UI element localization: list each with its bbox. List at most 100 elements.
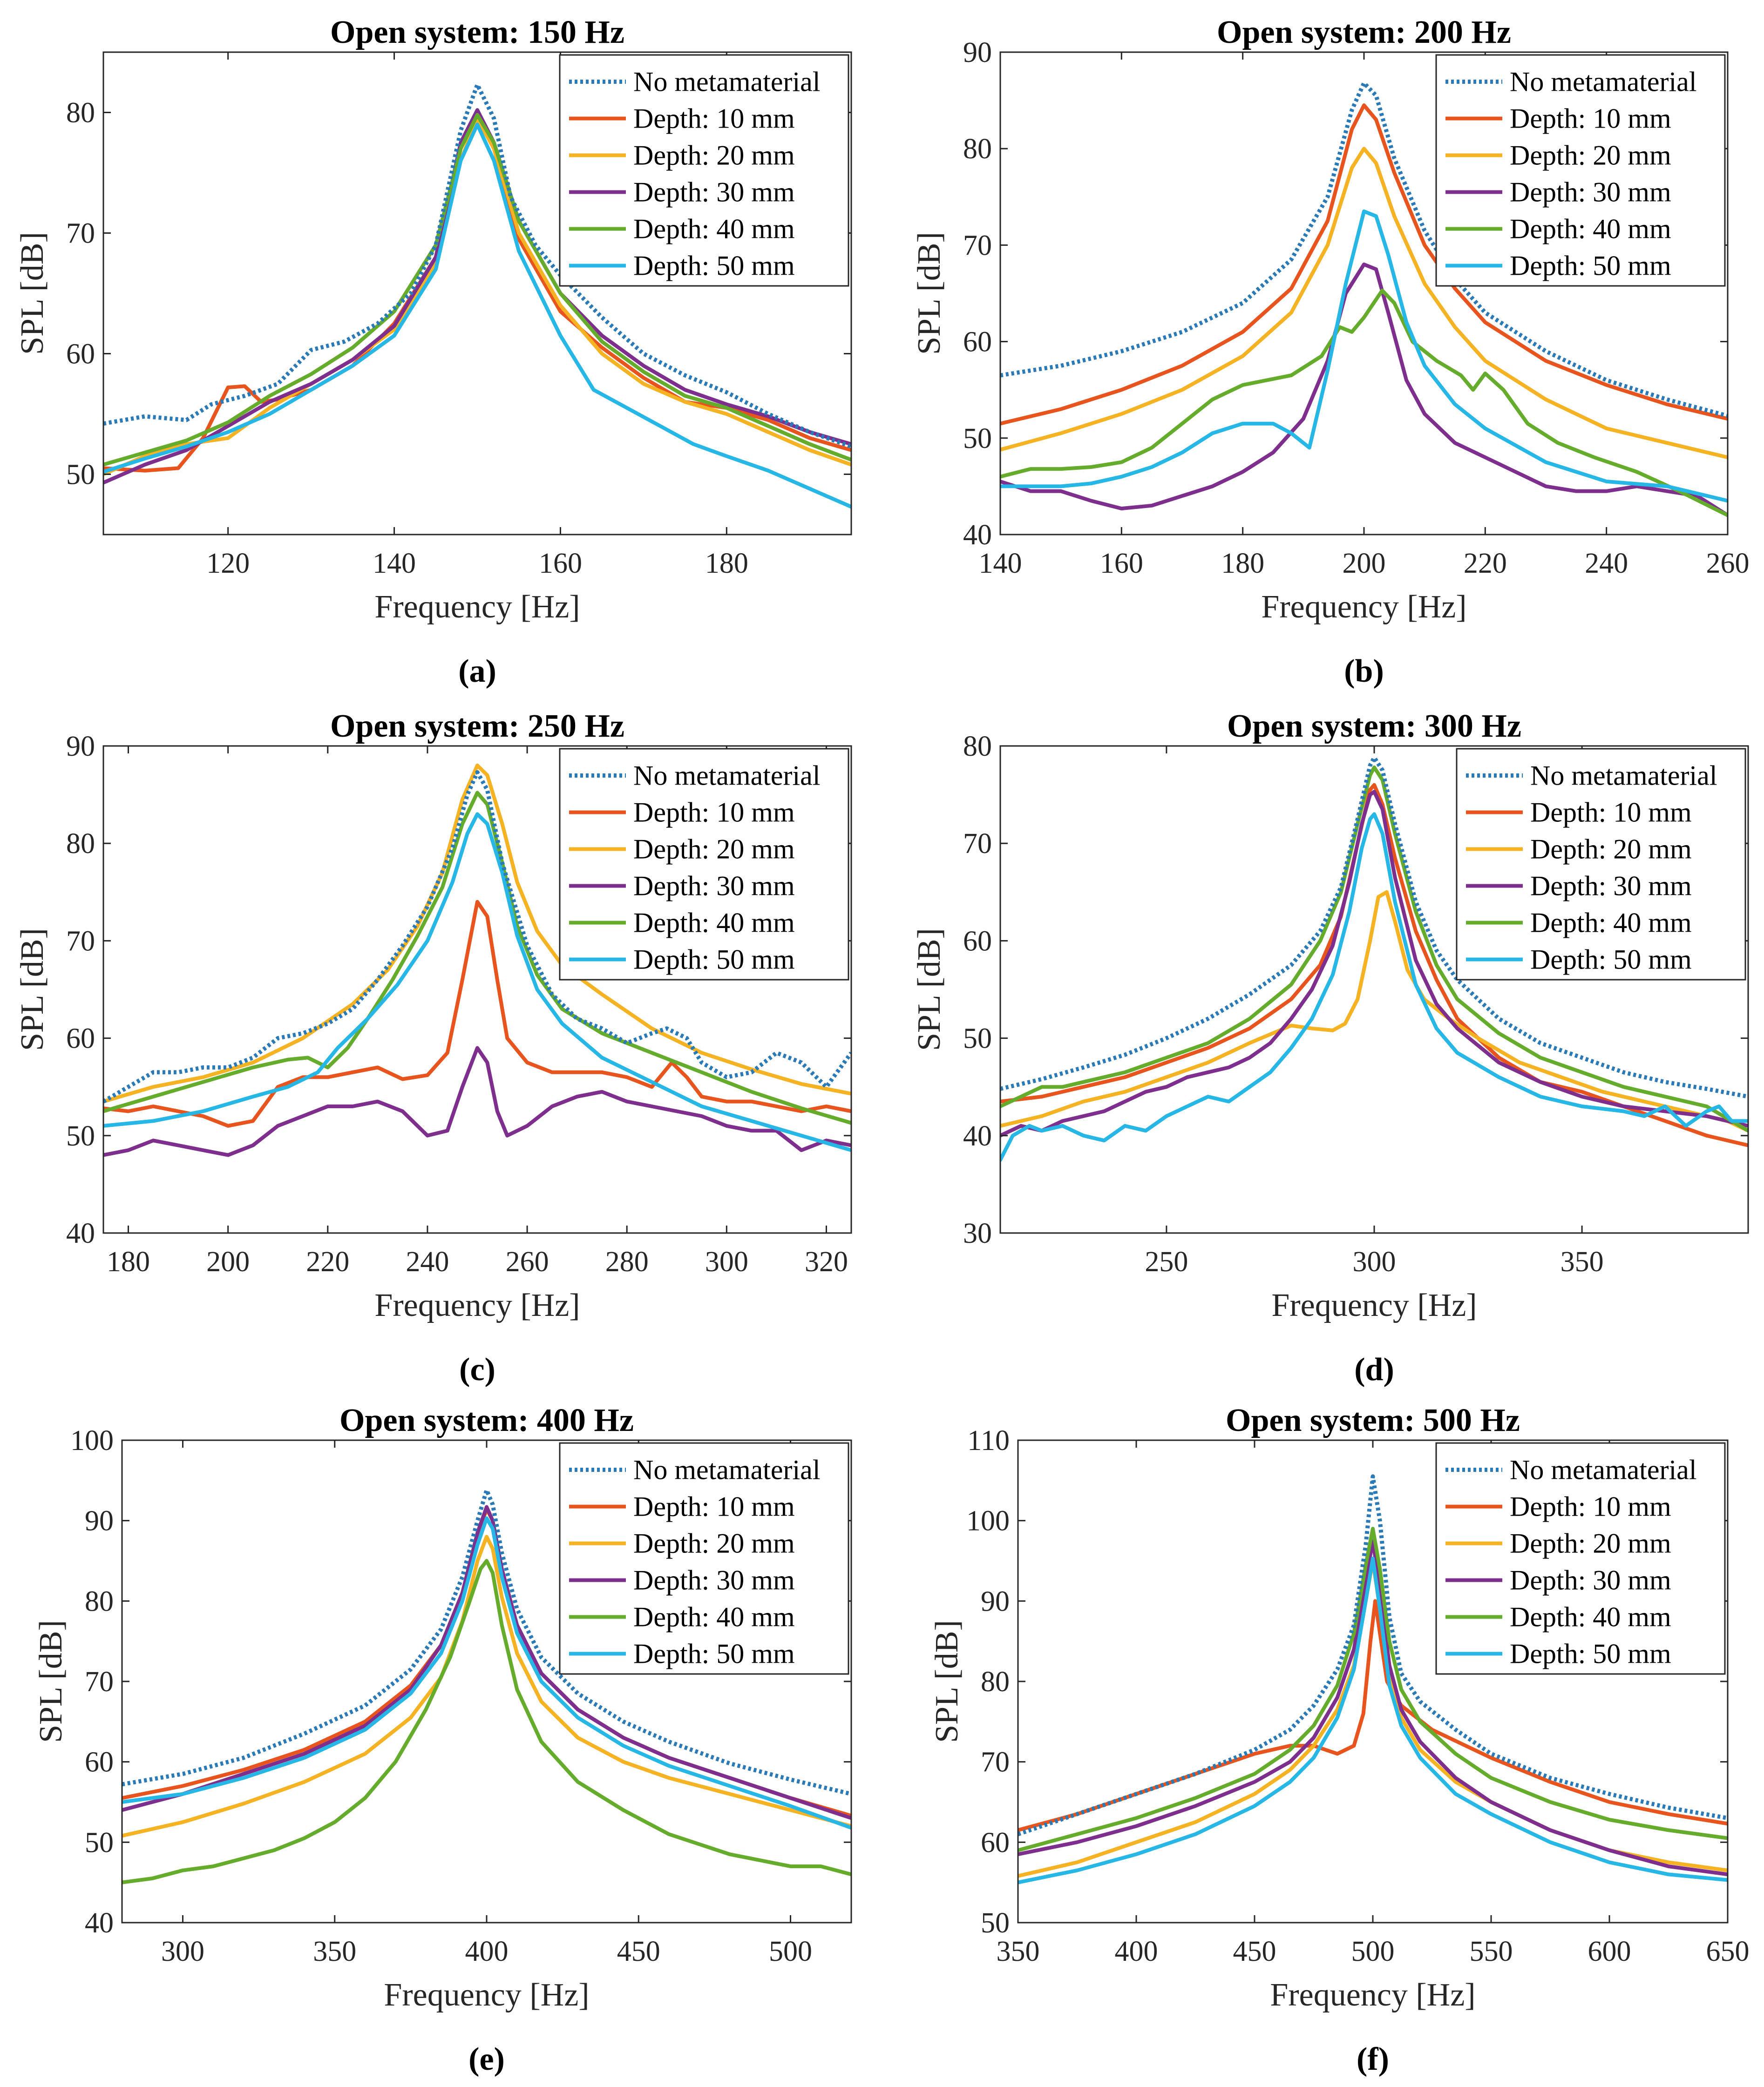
series-group bbox=[1018, 1474, 1728, 1884]
y-tick-label: 60 bbox=[66, 1023, 95, 1055]
y-tick-label: 40 bbox=[66, 1218, 95, 1249]
series-line-no-metamaterial bbox=[1000, 81, 1728, 418]
x-tick-label: 260 bbox=[506, 1246, 549, 1278]
y-tick-label: 80 bbox=[66, 97, 95, 129]
x-tick-label: 280 bbox=[605, 1246, 649, 1278]
x-tick-label: 320 bbox=[805, 1246, 848, 1278]
y-tick-label: 80 bbox=[85, 1586, 114, 1617]
y-tick-label: 90 bbox=[66, 731, 95, 762]
x-axis-label: Frequency [Hz] bbox=[374, 1287, 580, 1323]
series-line-no-metamaterial bbox=[103, 770, 851, 1104]
x-tick-label: 450 bbox=[617, 1936, 660, 1967]
y-tick-label: 90 bbox=[85, 1505, 114, 1537]
legend-entry: No metamaterial bbox=[633, 760, 820, 791]
panel-caption: (b) bbox=[1344, 653, 1384, 689]
x-tick-label: 350 bbox=[1560, 1246, 1604, 1278]
y-tick-label: 50 bbox=[981, 1907, 1010, 1939]
series-group bbox=[122, 1488, 851, 1884]
legend-entry: Depth: 30 mm bbox=[633, 1565, 795, 1596]
legend-entry: Depth: 30 mm bbox=[1530, 871, 1692, 901]
legend: No metamaterial Depth: 10 mm Depth: 20 mm D… bbox=[1435, 1442, 1726, 1675]
series-line-no-metamaterial bbox=[1018, 1474, 1728, 1836]
y-tick-label: 100 bbox=[966, 1505, 1010, 1537]
legend: No metamaterial Depth: 10 mm Depth: 20 mm D… bbox=[559, 1442, 849, 1675]
series-line-depth-30-mm bbox=[1000, 262, 1728, 517]
y-axis-label: SPL [dB] bbox=[911, 928, 947, 1051]
panel-caption: (c) bbox=[459, 1352, 495, 1388]
x-tick-label: 500 bbox=[1351, 1936, 1395, 1967]
legend-box bbox=[559, 1442, 849, 1675]
y-tick-label: 40 bbox=[85, 1907, 114, 1939]
legend-entry: Depth: 20 mm bbox=[633, 1528, 795, 1559]
legend-entry: Depth: 30 mm bbox=[1510, 177, 1671, 208]
series-line-depth-30-mm bbox=[1018, 1538, 1728, 1877]
chart-title: Open system: 500 Hz bbox=[1226, 1403, 1520, 1438]
panel-caption: (e) bbox=[468, 2041, 505, 2077]
series-line-depth-40-mm bbox=[1018, 1526, 1728, 1852]
y-tick-label: 70 bbox=[981, 1747, 1010, 1778]
legend-entry: Depth: 30 mm bbox=[1510, 1565, 1671, 1596]
x-tick-label: 500 bbox=[769, 1936, 812, 1967]
series-line-depth-30-mm bbox=[122, 1505, 851, 1820]
y-tick-label: 80 bbox=[963, 731, 992, 762]
panel-d: 250 300 350 30 40 50 60 70 80 Open system: 300 Hz… bbox=[911, 708, 1749, 1388]
panel-a: 120 140 160 180 50 60 70 80 Open system: 150 Hz F… bbox=[14, 14, 852, 689]
legend-entry: Depth: 50 mm bbox=[633, 1639, 795, 1669]
legend: No metamaterial Depth: 10 mm Depth: 20 mm D… bbox=[559, 748, 849, 981]
x-tick-label: 160 bbox=[539, 548, 582, 579]
series-group bbox=[103, 763, 851, 1157]
series-line-depth-30-mm bbox=[1000, 790, 1748, 1138]
legend-entry: Depth: 50 mm bbox=[633, 944, 795, 975]
panel-f: 350 400 450 500 550 600 650 50 60 70 80 90 100 110 Ope… bbox=[929, 1403, 1750, 2077]
y-tick-label: 40 bbox=[963, 519, 992, 551]
legend-entry: Depth: 20 mm bbox=[633, 834, 795, 865]
legend-box bbox=[1435, 1442, 1726, 1675]
series-line-depth-40-mm bbox=[122, 1559, 851, 1884]
legend-entry: Depth: 40 mm bbox=[633, 908, 795, 938]
legend: No metamaterial Depth: 10 mm Depth: 20 mm D… bbox=[1435, 54, 1726, 287]
axes-box bbox=[102, 51, 852, 535]
x-tick-label: 450 bbox=[1233, 1936, 1276, 1967]
legend-entry: Depth: 20 mm bbox=[1510, 1528, 1671, 1559]
series-line-depth-50-mm bbox=[1000, 812, 1748, 1162]
x-tick-label: 400 bbox=[1115, 1936, 1158, 1967]
legend-box bbox=[559, 748, 849, 981]
x-axis-label: Frequency [Hz] bbox=[1271, 1287, 1477, 1323]
x-tick-label: 180 bbox=[705, 548, 748, 579]
x-axis-label: Frequency [Hz] bbox=[1270, 1977, 1475, 2013]
x-tick-label: 350 bbox=[997, 1936, 1040, 1967]
series-group bbox=[103, 82, 851, 509]
x-tick-label: 240 bbox=[1585, 548, 1628, 579]
y-axis-label: SPL [dB] bbox=[929, 1620, 965, 1743]
legend-entry: Depth: 50 mm bbox=[1510, 1639, 1671, 1669]
series-line-depth-50-mm bbox=[1000, 209, 1728, 503]
series-line-no-metamaterial bbox=[122, 1488, 851, 1796]
series-line-depth-40-mm bbox=[1000, 288, 1728, 517]
legend-entry: Depth: 20 mm bbox=[1530, 834, 1692, 865]
y-tick-label: 110 bbox=[967, 1425, 1010, 1457]
x-tick-label: 400 bbox=[465, 1936, 509, 1967]
x-tick-label: 300 bbox=[705, 1246, 748, 1278]
y-tick-label: 70 bbox=[85, 1666, 114, 1698]
x-axis-label: Frequency [Hz] bbox=[374, 589, 580, 625]
y-tick-label: 70 bbox=[66, 925, 95, 957]
series-line-depth-50-mm bbox=[122, 1516, 851, 1830]
x-tick-label: 140 bbox=[373, 548, 416, 579]
x-tick-label: 120 bbox=[206, 548, 250, 579]
series-line-depth-40-mm bbox=[1000, 766, 1748, 1133]
x-tick-label: 350 bbox=[313, 1936, 356, 1967]
series-line-no-metamaterial bbox=[103, 82, 851, 449]
series-line-no-metamaterial bbox=[1000, 755, 1748, 1099]
legend-entry: Depth: 30 mm bbox=[633, 871, 795, 901]
legend-entry: No metamaterial bbox=[633, 67, 820, 97]
chart-title: Open system: 250 Hz bbox=[330, 708, 624, 744]
x-tick-label: 160 bbox=[1100, 548, 1143, 579]
y-tick-label: 80 bbox=[66, 828, 95, 860]
panel-caption: (f) bbox=[1357, 2041, 1389, 2077]
legend-entry: Depth: 50 mm bbox=[633, 251, 795, 281]
x-tick-label: 250 bbox=[1145, 1246, 1188, 1278]
y-tick-label: 60 bbox=[963, 326, 992, 358]
series-line-depth-10-mm bbox=[1000, 103, 1728, 426]
y-tick-label: 30 bbox=[963, 1218, 992, 1249]
panel-caption: (d) bbox=[1354, 1352, 1394, 1388]
